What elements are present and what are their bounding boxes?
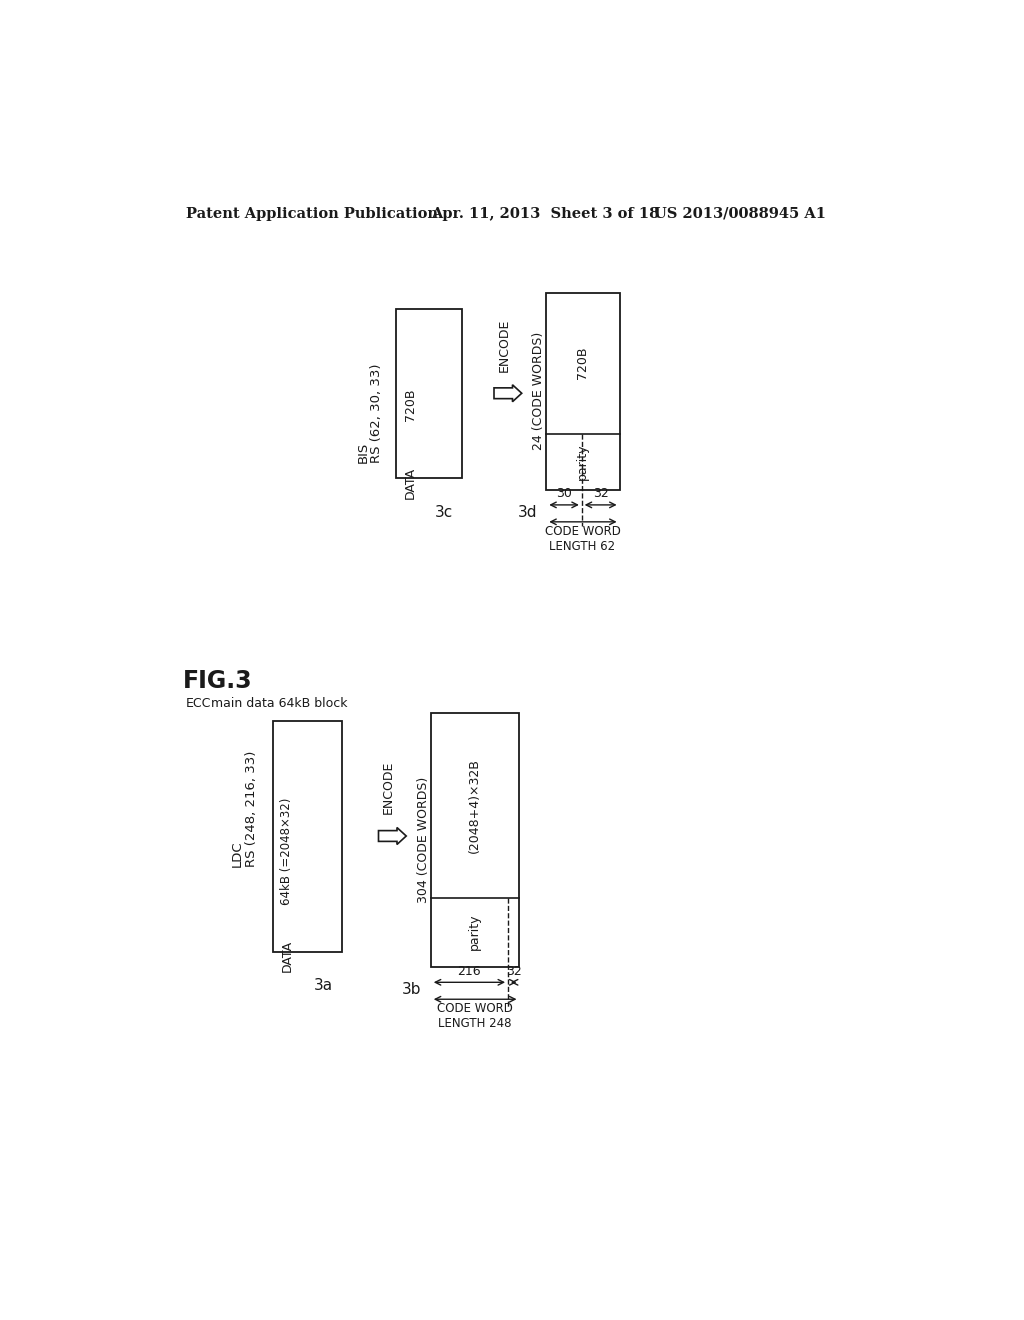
Text: 304 (CODE WORDS): 304 (CODE WORDS): [417, 776, 430, 903]
Text: DATA: DATA: [281, 940, 293, 972]
Text: main data 64kB block: main data 64kB block: [211, 697, 348, 710]
Bar: [396, 309, 462, 478]
Text: CODE WORD
LENGTH 62: CODE WORD LENGTH 62: [545, 525, 621, 553]
Text: LDC: LDC: [230, 840, 244, 867]
Text: BIS: BIS: [356, 441, 370, 462]
Text: 720B: 720B: [403, 388, 417, 421]
Text: ECC: ECC: [186, 697, 211, 710]
Text: DATA: DATA: [403, 466, 417, 499]
Text: parity: parity: [577, 444, 589, 480]
Text: 216: 216: [458, 965, 481, 978]
Bar: [431, 713, 519, 966]
Text: 64kB (=2048×32): 64kB (=2048×32): [281, 797, 293, 906]
Text: Apr. 11, 2013  Sheet 3 of 18: Apr. 11, 2013 Sheet 3 of 18: [431, 207, 659, 220]
Text: 32: 32: [506, 965, 521, 978]
Text: Patent Application Publication: Patent Application Publication: [186, 207, 438, 220]
Text: CODE WORD
LENGTH 248: CODE WORD LENGTH 248: [437, 1002, 513, 1031]
Text: ENCODE: ENCODE: [498, 318, 511, 372]
FancyArrow shape: [494, 385, 521, 401]
Text: 3d: 3d: [517, 506, 538, 520]
Text: parity: parity: [468, 913, 481, 950]
Text: 30: 30: [556, 487, 572, 500]
Text: 24 (CODE WORDS): 24 (CODE WORDS): [532, 331, 545, 450]
Bar: [273, 721, 342, 952]
Text: (2048+4)×32B: (2048+4)×32B: [468, 758, 481, 853]
Text: 3c: 3c: [435, 506, 453, 520]
Text: 3b: 3b: [402, 982, 422, 998]
Text: 720B: 720B: [577, 347, 589, 379]
Text: FIG.3: FIG.3: [183, 669, 253, 693]
Text: US 2013/0088945 A1: US 2013/0088945 A1: [654, 207, 826, 220]
Text: 3a: 3a: [313, 978, 333, 994]
Text: RS (62, 30, 33): RS (62, 30, 33): [371, 363, 383, 462]
FancyArrow shape: [379, 828, 407, 845]
Text: 32: 32: [593, 487, 608, 500]
Bar: [547, 293, 620, 490]
Text: RS (248, 216, 33): RS (248, 216, 33): [245, 751, 258, 867]
Text: ENCODE: ENCODE: [382, 762, 395, 814]
